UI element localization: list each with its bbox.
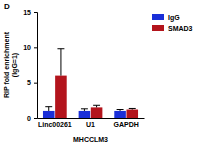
chart: 0 5 10 15 Linc00261 U1 GAPDH MHCCLM3 RIP fold en…	[0, 0, 202, 148]
legend-label: SMAD3	[168, 25, 193, 32]
y-axis-title: (IgG=1)	[11, 53, 19, 77]
error-bar	[93, 105, 100, 107]
tick: Linc00261	[38, 118, 72, 128]
bar	[91, 107, 103, 118]
tick-label: 15	[23, 9, 31, 16]
tick: 5	[27, 79, 37, 86]
axis-line	[38, 118, 145, 119]
legend: IgG SMAD3	[152, 14, 193, 32]
error-bar	[45, 107, 52, 111]
legend-item: SMAD3	[152, 25, 193, 32]
tick-mark	[34, 118, 37, 119]
title: D	[4, 2, 10, 11]
error-bar	[129, 108, 136, 109]
bar	[126, 110, 138, 118]
error-bar	[81, 109, 88, 111]
tick-label: 5	[27, 79, 31, 86]
tick: 15	[23, 9, 37, 16]
tick: GAPDH	[114, 118, 139, 128]
tick-mark	[34, 12, 37, 13]
y-axis: 0 5 10 15	[23, 9, 37, 122]
legend-swatch	[152, 14, 164, 20]
bar	[79, 111, 91, 118]
y-axis-title: RIP fold enrichment	[3, 31, 10, 98]
tick-label: U1	[86, 121, 95, 128]
plot: 0 5 10 15 Linc00261 U1 GAPDH	[23, 9, 144, 128]
tick-mark	[34, 83, 37, 84]
x-axis: Linc00261 U1 GAPDH	[38, 118, 145, 128]
legend-swatch	[152, 25, 164, 31]
legend-item: IgG	[152, 14, 180, 22]
tick: 0	[27, 115, 37, 122]
axis-line	[34, 13, 38, 119]
bar	[114, 111, 126, 118]
error-bar	[117, 110, 124, 111]
legend-label: IgG	[168, 14, 180, 22]
bar	[43, 111, 55, 118]
tick-mark	[34, 47, 37, 48]
tick-label: 10	[23, 44, 31, 51]
tick: 10	[23, 44, 37, 51]
tick: U1	[86, 118, 95, 128]
tick-label: 0	[27, 115, 31, 122]
bar	[55, 76, 67, 118]
error-bar	[57, 49, 64, 76]
x-axis-title: MHCCLM3	[73, 136, 108, 143]
marks	[43, 49, 138, 118]
tick-label: GAPDH	[114, 121, 139, 128]
tick-label: Linc00261	[38, 121, 72, 128]
series	[55, 49, 138, 118]
